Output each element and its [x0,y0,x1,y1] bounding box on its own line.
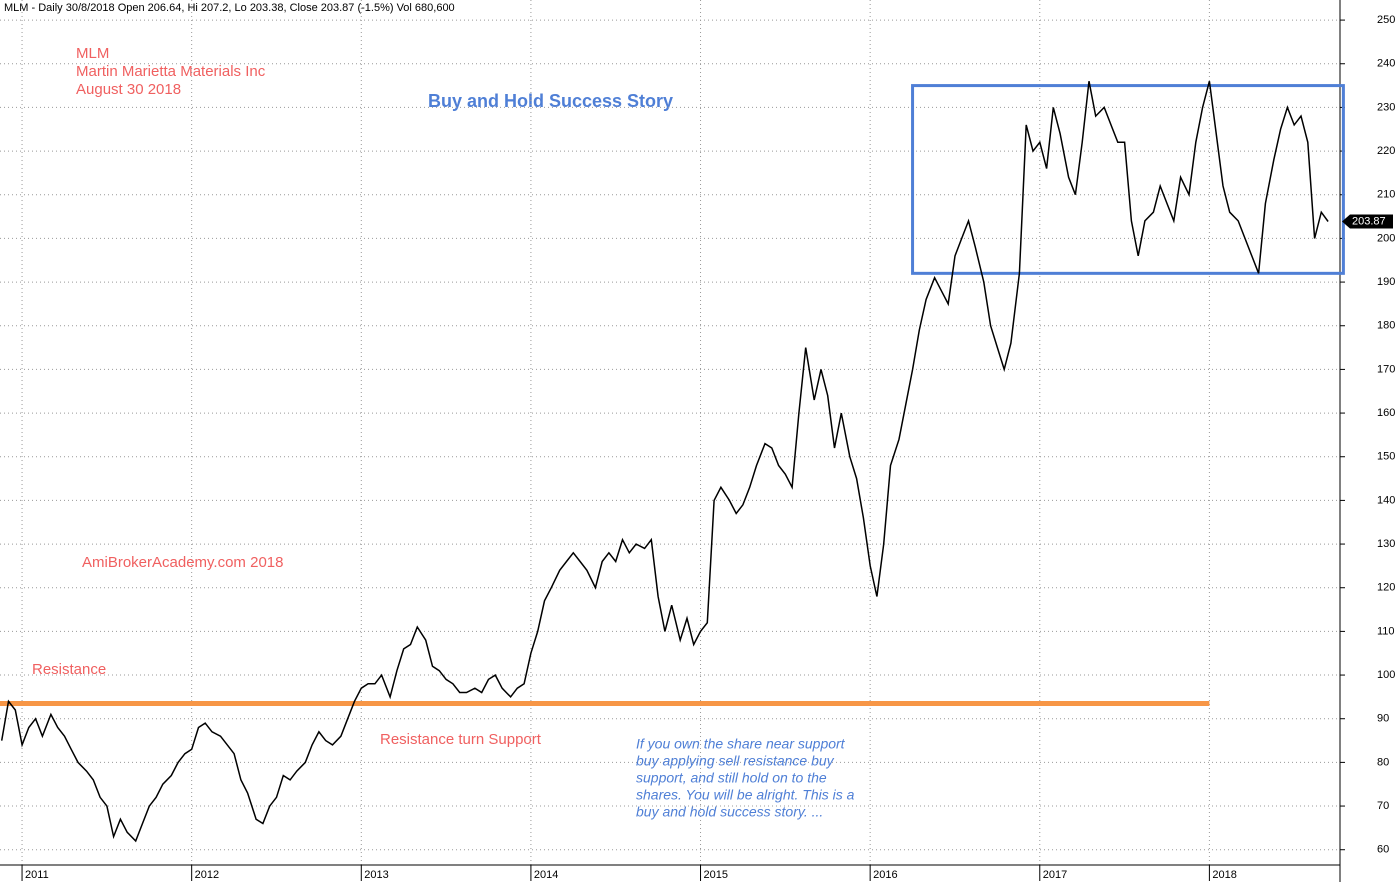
last-price-label: 203.87 [1352,215,1386,227]
range-box [911,84,1345,275]
note-line: If you own the share near support [636,736,846,752]
x-tick-label: 2011 [25,869,49,881]
symbol: MLM [76,45,109,62]
y-tick-label: 80 [1377,756,1389,768]
y-tick-label: 120 [1377,582,1395,594]
headline: Buy and Hold Success Story [428,91,673,111]
support-label: Resistance turn Support [380,731,542,748]
y-tick-label: 250 [1377,14,1395,26]
chart-title: MLM - Daily 30/8/2018 Open 206.64, Hi 20… [4,2,455,14]
y-tick-label: 190 [1377,276,1395,288]
last-price-box [1342,214,1393,229]
y-tick-label: 180 [1377,320,1395,332]
y-tick-label: 140 [1377,494,1395,506]
price-line [0,81,1329,843]
date: August 30 2018 [76,81,181,98]
y-tick-label: 240 [1377,58,1395,70]
annotations: MLM Martin Marietta Materials Inc August… [32,45,673,748]
x-tick-label: 2014 [534,869,558,881]
y-tick-label: 150 [1377,451,1395,463]
y-tick-label: 70 [1377,800,1389,812]
note-line: buy and hold success story. ... [636,804,823,820]
y-tick-label: 60 [1377,844,1389,856]
resistance-label: Resistance [32,661,106,678]
x-tick-label: 2013 [364,869,388,881]
y-tick-label: 220 [1377,145,1395,157]
site: AmiBrokerAcademy.com 2018 [82,554,283,571]
x-tick-label: 2012 [195,869,219,881]
y-tick-label: 200 [1377,232,1395,244]
y-tick-label: 210 [1377,189,1395,201]
company: Martin Marietta Materials Inc [76,63,266,80]
y-tick-label: 110 [1377,625,1395,637]
y-tick-label: 170 [1377,363,1395,375]
x-tick-label: 2015 [704,869,728,881]
x-tick-label: 2018 [1212,869,1236,881]
y-tick-label: 230 [1377,101,1395,113]
y-tick-label: 100 [1377,669,1395,681]
y-tick-label: 130 [1377,538,1395,550]
x-tick-label: 2016 [873,869,897,881]
x-tick-label: 2017 [1043,869,1067,881]
y-tick-label: 160 [1377,407,1395,419]
note-line: buy applying sell resistance buy [636,753,835,769]
note-line: support, and still hold on to the [636,770,827,786]
note-line: shares. You will be alright. This is a [636,787,855,803]
y-tick-label: 90 [1377,713,1389,725]
